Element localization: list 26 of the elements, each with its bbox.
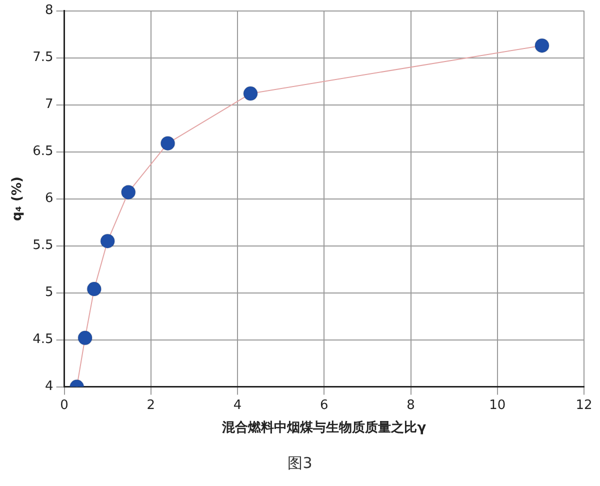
y-axis-title: q₄ (%) <box>10 176 26 222</box>
point <box>243 86 258 102</box>
y-tick-label: 7.5 <box>32 50 54 66</box>
point <box>78 330 93 346</box>
y-tick-label: 7 <box>44 97 54 112</box>
point <box>160 136 176 151</box>
caption: 图3 <box>286 454 314 473</box>
y-tick-label: 8 <box>44 3 54 18</box>
y-tick-label: 5.5 <box>32 238 54 254</box>
x-tick-label: 0 <box>60 398 68 413</box>
x-tick-label: 2 <box>146 398 156 413</box>
point <box>534 38 550 54</box>
y-tick-label: 6.5 <box>32 144 54 160</box>
point <box>86 282 102 297</box>
y-tick-label: 4 <box>44 379 54 394</box>
point <box>120 184 136 200</box>
x-axis-title: 混合燃料中烟煤与生物质质量之比γ <box>221 420 426 436</box>
y-tick-label: 5 <box>44 285 54 300</box>
x-tick-label: 4 <box>233 398 242 413</box>
x-tick-label: 12 <box>576 398 592 413</box>
x-tick-label: 8 <box>406 398 415 413</box>
x-tick-label: 6 <box>320 398 328 413</box>
x-tick-label: 10 <box>489 398 506 413</box>
point <box>100 234 116 249</box>
y-tick-label: 6 <box>44 191 54 206</box>
y-tick-label: 4.5 <box>32 332 54 348</box>
